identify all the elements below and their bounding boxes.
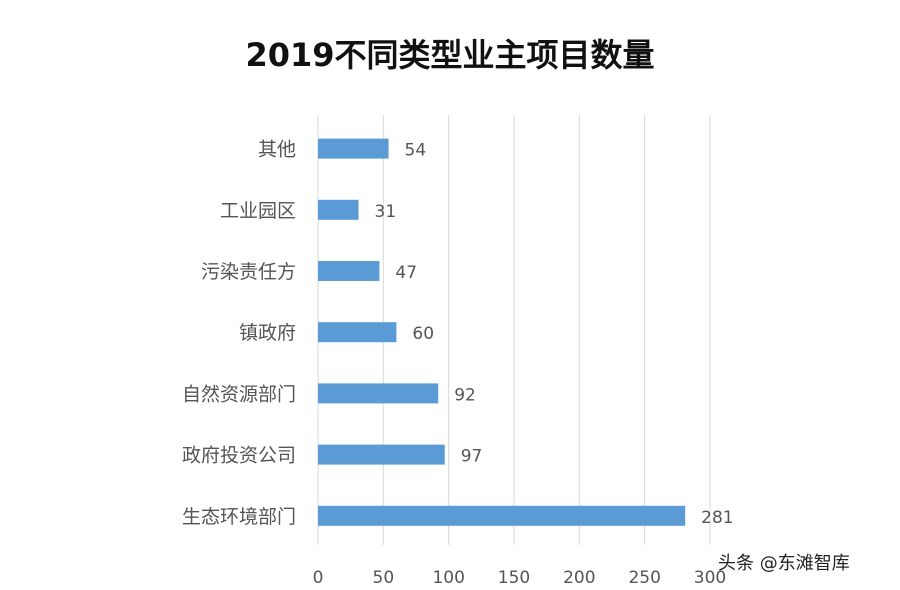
bar bbox=[318, 383, 439, 404]
bar bbox=[318, 444, 445, 465]
data-label: 92 bbox=[454, 385, 476, 405]
category-label: 污染责任方 bbox=[201, 261, 296, 283]
bar bbox=[318, 261, 380, 281]
chart-title: 2019不同类型业主项目数量 bbox=[245, 36, 655, 74]
x-tick-label: 300 bbox=[694, 568, 726, 588]
x-tick-label: 200 bbox=[563, 568, 595, 588]
bar bbox=[318, 138, 389, 159]
bar bbox=[318, 199, 359, 220]
x-tick-label: 50 bbox=[373, 568, 395, 588]
category-label: 其他 bbox=[258, 139, 296, 161]
data-label: 54 bbox=[405, 141, 427, 161]
category-label: 工业园区 bbox=[220, 200, 296, 222]
category-label: 生态环境部门 bbox=[182, 506, 296, 528]
x-tick-label: 0 bbox=[313, 568, 324, 588]
bar bbox=[318, 505, 686, 526]
x-tick-label: 100 bbox=[432, 568, 464, 588]
data-label: 31 bbox=[375, 202, 397, 222]
category-label: 自然资源部门 bbox=[182, 383, 296, 405]
x-tick-label: 150 bbox=[498, 568, 530, 588]
category-label: 政府投资公司 bbox=[182, 445, 296, 467]
bar bbox=[318, 322, 397, 343]
data-label: 60 bbox=[412, 324, 434, 344]
x-tick-label: 250 bbox=[628, 568, 660, 588]
data-label: 47 bbox=[395, 263, 417, 283]
watermark: 头条 @东滩智库 bbox=[718, 553, 850, 574]
category-label: 镇政府 bbox=[239, 322, 296, 344]
data-label: 281 bbox=[701, 508, 733, 528]
data-label: 97 bbox=[461, 447, 483, 467]
